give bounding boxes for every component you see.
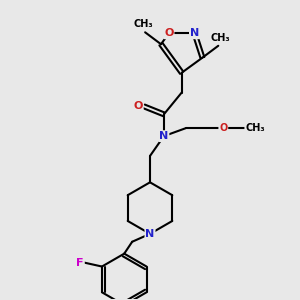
Text: N: N <box>146 229 154 239</box>
Text: N: N <box>159 131 169 141</box>
Text: CH₃: CH₃ <box>211 33 230 43</box>
Text: O: O <box>219 123 227 133</box>
Text: CH₃: CH₃ <box>133 20 153 29</box>
Text: O: O <box>134 101 143 111</box>
Text: F: F <box>76 258 84 268</box>
Text: N: N <box>190 28 199 38</box>
Text: O: O <box>164 28 174 38</box>
Text: CH₃: CH₃ <box>245 123 265 133</box>
